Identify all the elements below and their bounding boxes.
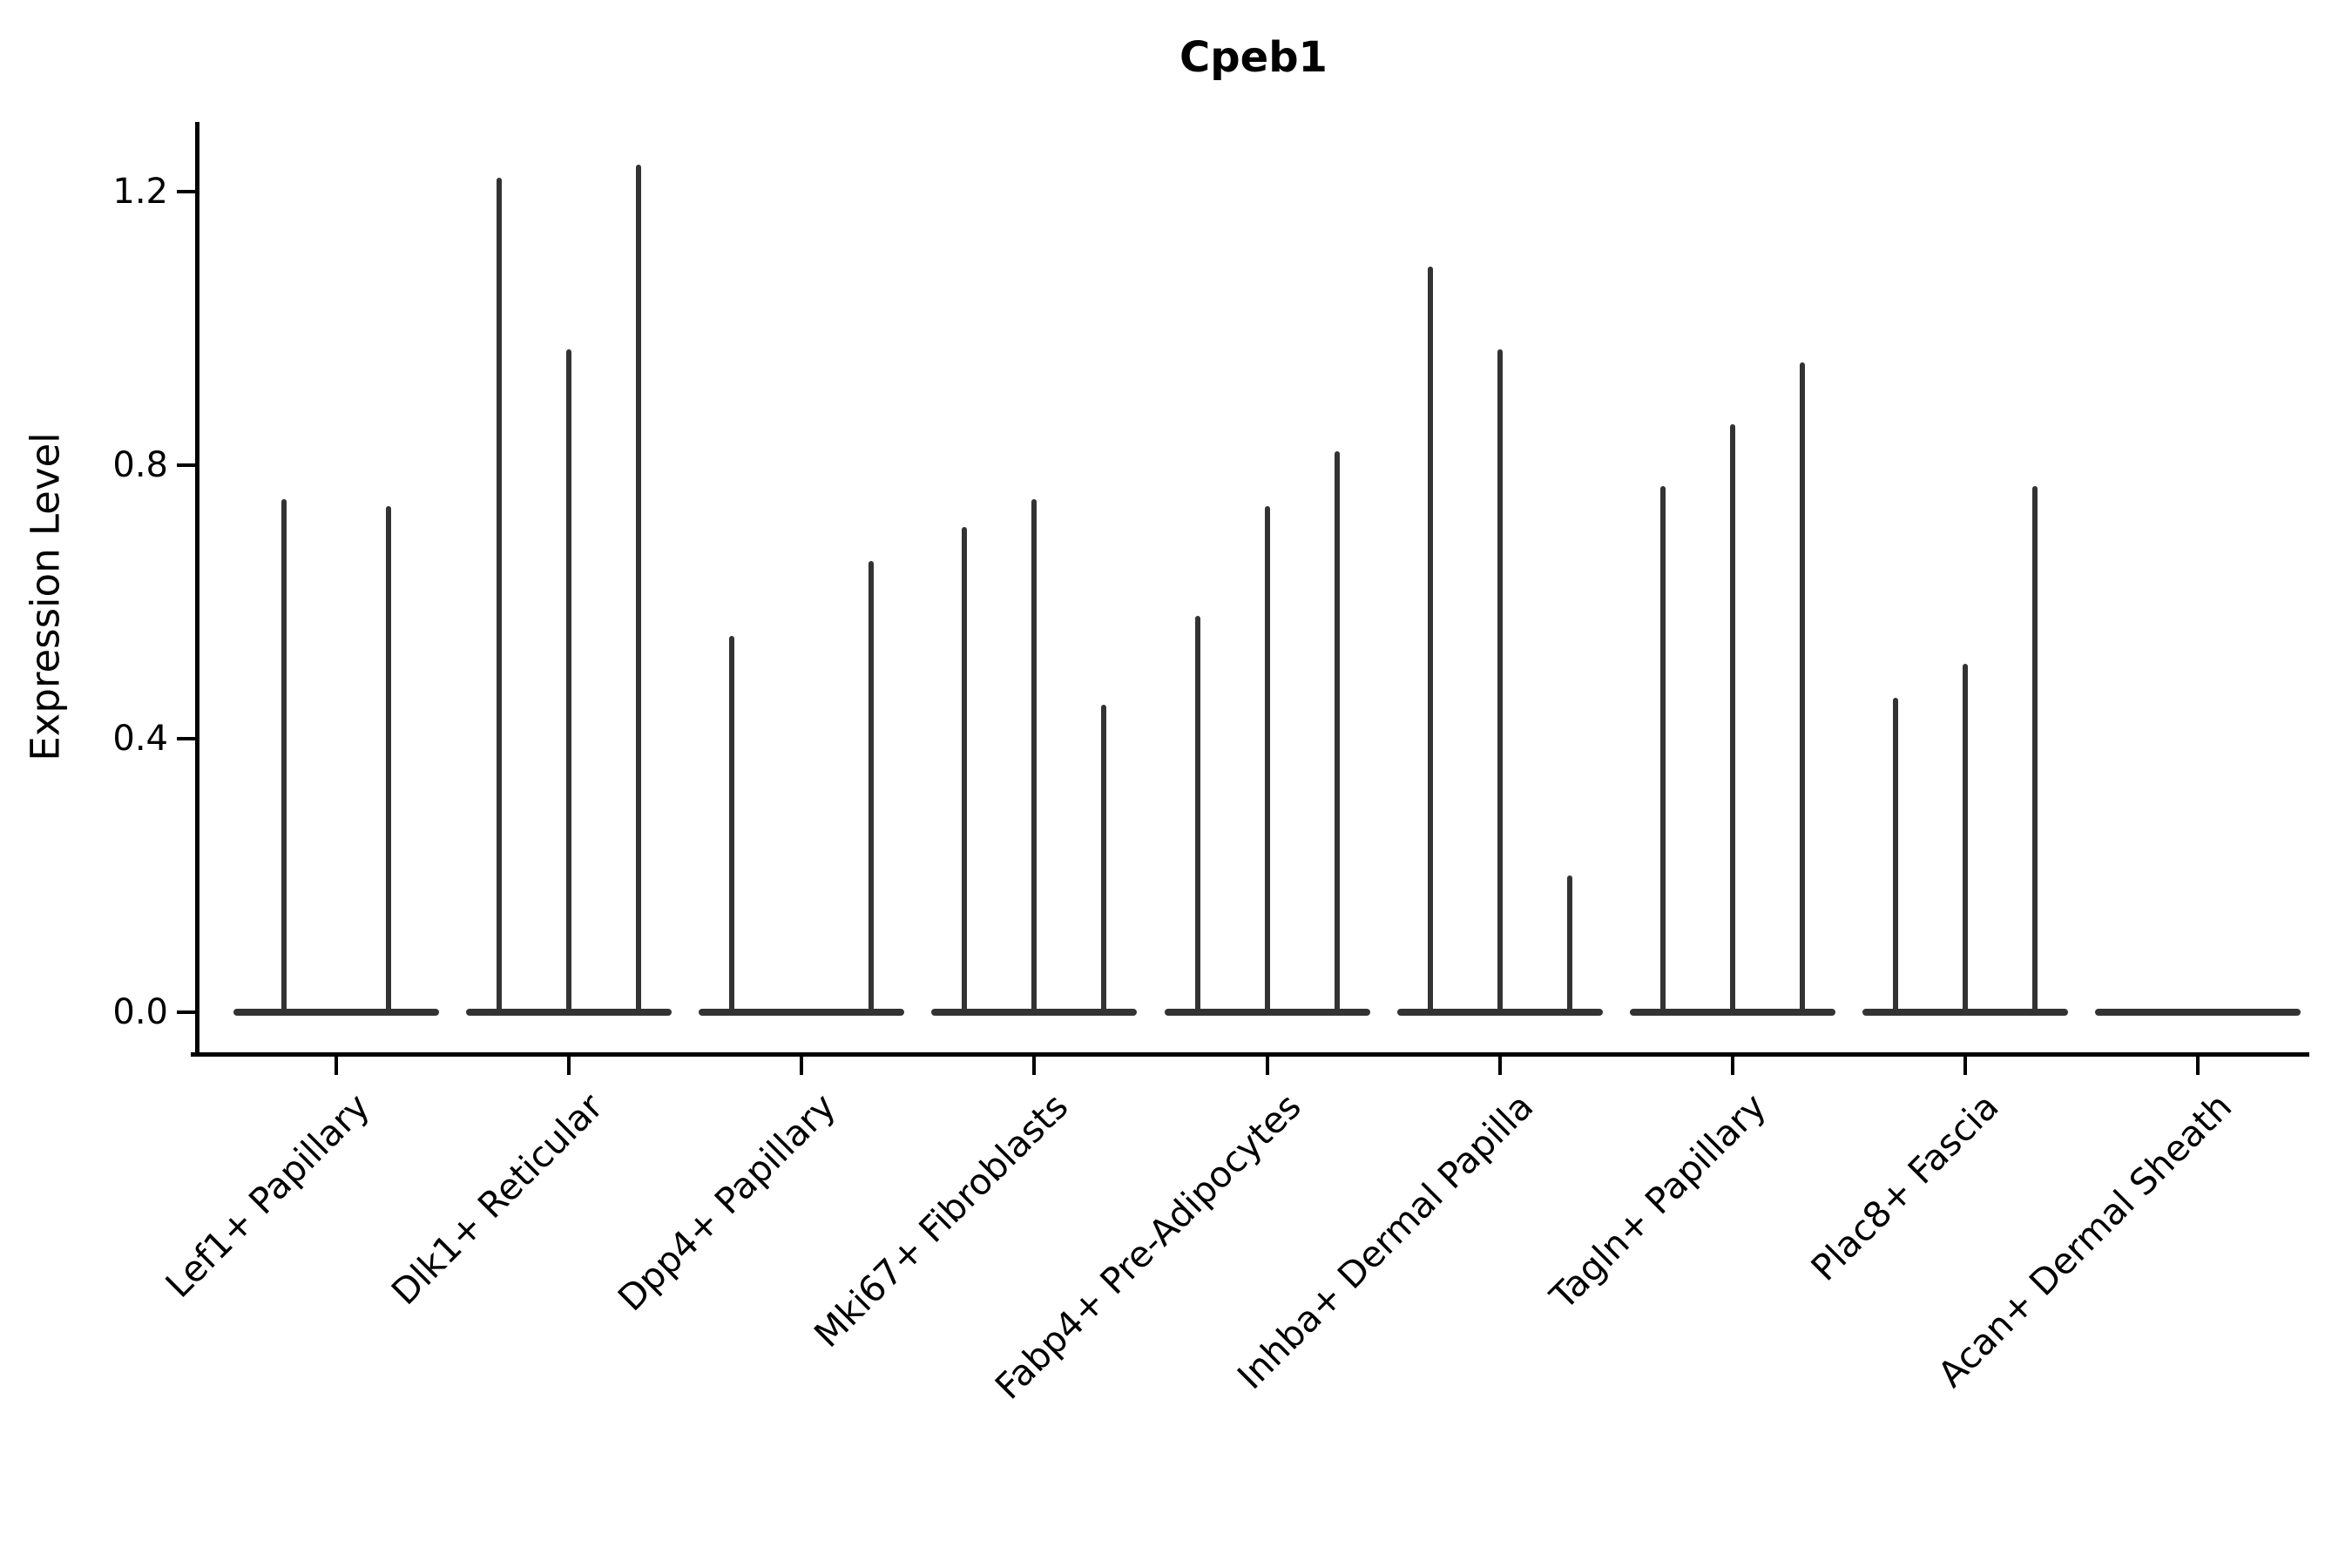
x-category-label: Dlk1+ Reticular xyxy=(382,1085,612,1314)
violin-baseline xyxy=(2095,1009,2301,1016)
violin-spike xyxy=(1659,485,1666,1014)
violin-spike xyxy=(729,636,735,1014)
x-axis-spine xyxy=(191,1052,2309,1057)
violin-baseline xyxy=(699,1009,905,1016)
violin-spike xyxy=(1799,362,1805,1014)
x-tick-mark xyxy=(2196,1054,2200,1075)
x-tick-mark xyxy=(800,1054,804,1075)
violin-spike xyxy=(1893,697,1899,1014)
violin-spike xyxy=(636,164,642,1014)
violin-spike xyxy=(1264,506,1270,1014)
y-tick-mark xyxy=(177,463,198,467)
violin-spike xyxy=(1963,663,1969,1014)
y-tick-mark xyxy=(177,737,198,740)
y-tick-label: 0.0 xyxy=(112,992,168,1032)
violin-spike xyxy=(386,506,391,1014)
y-tick-mark xyxy=(177,190,198,193)
violin-spike xyxy=(1729,423,1735,1014)
violin-spike xyxy=(1497,348,1503,1014)
x-tick-mark xyxy=(1265,1054,1269,1075)
x-category-label: Plac8+ Fascia xyxy=(1803,1085,2008,1289)
x-tick-mark xyxy=(335,1054,338,1075)
violin-spike xyxy=(566,348,572,1014)
x-category-label: Dpp4+ Papillary xyxy=(609,1085,844,1320)
x-tick-mark xyxy=(1730,1054,1734,1075)
plot-title: Cpeb1 xyxy=(1179,33,1328,82)
violin-spike xyxy=(2032,485,2038,1014)
x-tick-mark xyxy=(1963,1054,1968,1075)
violin-spike xyxy=(1194,615,1200,1014)
violin-spike xyxy=(1566,875,1572,1014)
violin-spike xyxy=(1031,499,1037,1014)
y-tick-label: 0.4 xyxy=(112,719,168,759)
violin-spike xyxy=(1101,704,1107,1014)
violin-spike xyxy=(281,499,287,1014)
y-tick-label: 1.2 xyxy=(112,172,168,212)
violin-spike xyxy=(868,560,875,1014)
violin-spike xyxy=(497,178,503,1014)
x-category-label: Mki67+ Fibroblasts xyxy=(806,1085,1077,1356)
y-axis-spine xyxy=(195,122,199,1056)
x-tick-mark xyxy=(567,1054,571,1075)
y-tick-label: 0.8 xyxy=(112,445,168,485)
violin-baseline xyxy=(233,1009,439,1016)
y-tick-mark xyxy=(177,1010,198,1014)
violin-spike xyxy=(962,526,968,1014)
violin-spike xyxy=(1334,451,1340,1014)
x-tick-mark xyxy=(1497,1054,1502,1075)
x-tick-mark xyxy=(1032,1054,1037,1075)
x-category-label: Lef1+ Papillary xyxy=(158,1085,378,1306)
x-category-label: Tagln+ Papillary xyxy=(1542,1085,1774,1318)
violin-spike xyxy=(1427,267,1433,1014)
